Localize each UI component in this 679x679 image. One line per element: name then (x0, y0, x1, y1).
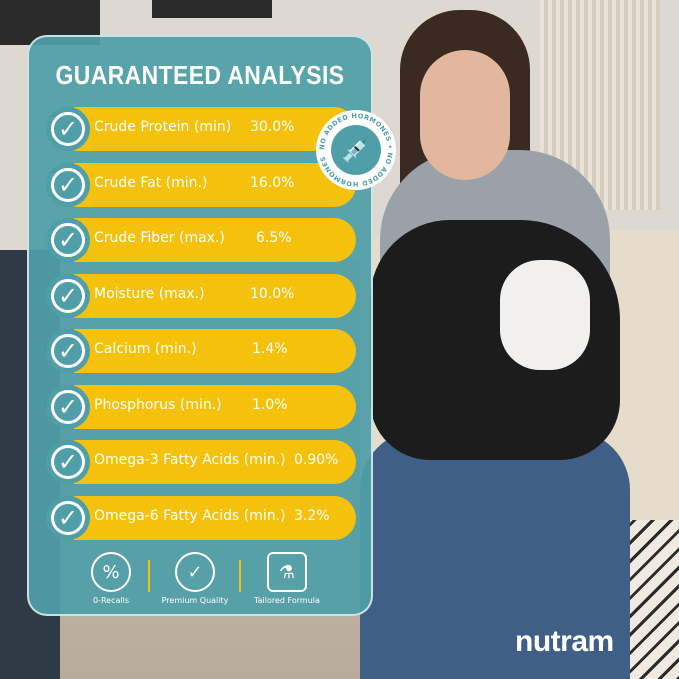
nutrient-label: Omega-6 Fatty Acids (min.) (94, 507, 286, 524)
nutrient-label: Phosphorus (min.) (94, 396, 222, 413)
nutrient-value: 3.2% (294, 507, 330, 524)
percent-cycle-icon: % (91, 552, 131, 592)
check-icon: ✓ (46, 107, 90, 151)
panel-title: GUARANTEED ANALYSIS (55, 60, 345, 90)
svg-text:NO ADDED HORMONES • NO ADDED H: NO ADDED HORMONES • NO ADDED HORMONES (318, 112, 394, 188)
analysis-row: ✓ Crude Fiber (max.) 6.5% (46, 217, 356, 263)
analysis-row: ✓ Crude Protein (min) 30.0% (46, 106, 356, 152)
check-icon: ✓ (46, 384, 90, 429)
no-hormones-badge: NO ADDED HORMONES • NO ADDED HORMONES 💉 (316, 110, 396, 190)
picture-frame (152, 0, 272, 18)
divider (239, 560, 241, 592)
feature-premium-quality: ✓ Premium Quality (145, 552, 245, 605)
row-pill (74, 107, 356, 151)
nutrient-value: 16.0% (250, 174, 295, 191)
nutrient-value: 1.4% (252, 341, 288, 357)
row-pill (74, 384, 356, 429)
analysis-row: ✓ Phosphorus (min.) 1.0% (46, 384, 356, 430)
flask-icon: ⚗ (267, 552, 307, 592)
row-pill (74, 440, 356, 484)
row-pill (74, 273, 356, 318)
check-icon: ✓ (46, 329, 90, 373)
brand-logo: nutram (515, 625, 614, 658)
nutrient-label: Omega-3 Fatty Acids (min.) (94, 452, 286, 468)
nutrient-label: Crude Fat (min.) (94, 174, 208, 191)
nutrient-value: 30.0% (250, 119, 295, 135)
nutrient-label: Calcium (min.) (94, 341, 197, 357)
syringe-icon: 💉 (331, 125, 381, 175)
woman-jeans (360, 430, 630, 679)
check-icon: ✓ (46, 440, 90, 484)
row-pill (74, 495, 356, 540)
woman-face (420, 50, 510, 180)
row-pill (74, 218, 356, 262)
check-icon: ✓ (46, 162, 90, 207)
feature-0-recalls: % 0-Recalls (61, 552, 161, 605)
nutrient-label: Moisture (max.) (94, 285, 205, 302)
row-pill (74, 329, 356, 373)
badge-ring-text: NO ADDED HORMONES • NO ADDED HORMONES (318, 112, 394, 188)
nutrient-value: 1.0% (252, 396, 288, 413)
nutrient-label: Crude Fiber (max.) (94, 230, 225, 246)
check-icon: ✓ (46, 495, 90, 540)
nutrient-value: 10.0% (250, 285, 295, 302)
nutrient-label: Crude Protein (min) (94, 119, 232, 135)
analysis-row: ✓ Calcium (min.) 1.4% (46, 328, 356, 374)
nutrient-value: 6.5% (256, 230, 292, 246)
quality-seal-icon: ✓ (175, 552, 215, 592)
row-pill (74, 162, 356, 207)
analysis-row: ✓ Omega-6 Fatty Acids (min.) 3.2% (46, 495, 356, 541)
dog-face (500, 260, 590, 370)
check-icon: ✓ (46, 218, 90, 262)
nutrient-value: 0.90% (294, 452, 339, 468)
feature-tailored-formula: ⚗ Tailored Formula (237, 552, 337, 605)
analysis-row: ✓ Moisture (max.) 10.0% (46, 273, 356, 319)
analysis-row: ✓ Omega-3 Fatty Acids (min.) 0.90% (46, 439, 356, 485)
divider (148, 560, 150, 592)
analysis-row: ✓ Crude Fat (min.) 16.0% (46, 162, 356, 208)
check-icon: ✓ (46, 273, 90, 318)
